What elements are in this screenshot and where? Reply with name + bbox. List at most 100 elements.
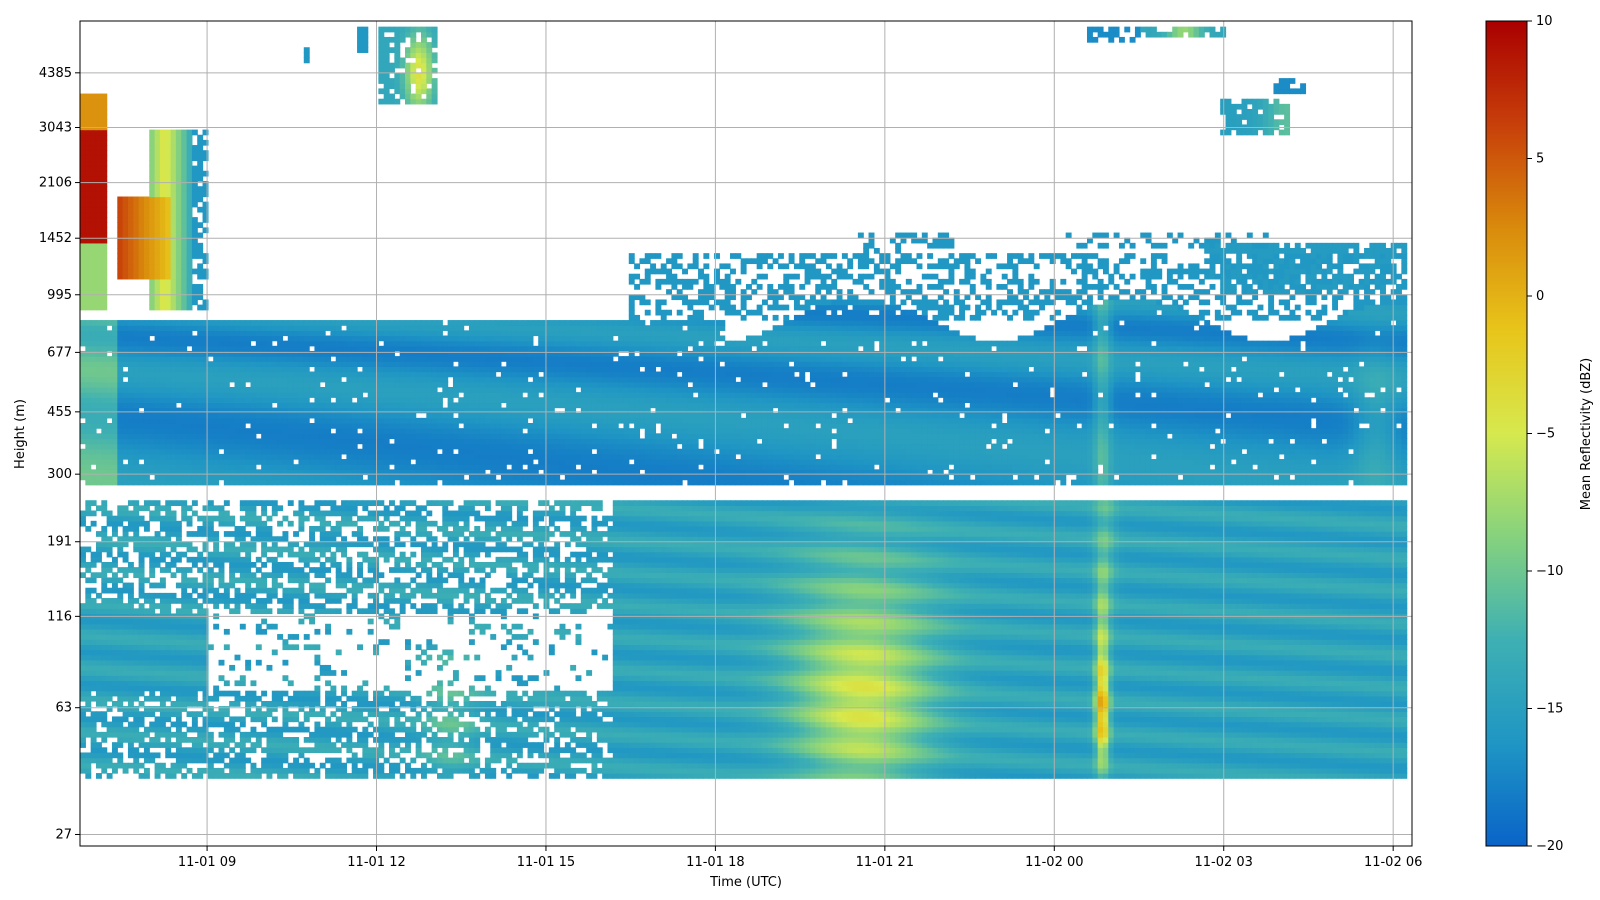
heatmap-cell (724, 716, 731, 723)
heatmap-cell (708, 716, 715, 723)
heatmap-cell (975, 767, 982, 774)
heatmap-cell (554, 752, 561, 759)
heatmap-cell (879, 695, 886, 702)
heatmap-cell (655, 685, 662, 692)
heatmap-cell (751, 731, 758, 738)
heatmap-cell (932, 752, 939, 759)
heatmap-cell (1268, 737, 1275, 743)
heatmap-cell (1257, 711, 1264, 718)
heatmap-cell (847, 659, 854, 666)
heatmap-cell (937, 675, 944, 681)
heatmap-cell (889, 726, 896, 733)
heatmap-cell (932, 747, 939, 754)
heatmap-cell (884, 737, 891, 743)
heatmap-cell (895, 747, 902, 754)
heatmap-cell (772, 767, 779, 774)
heatmap-cell (1001, 695, 1008, 702)
heatmap-cell (575, 675, 582, 681)
heatmap-cell (106, 659, 113, 666)
heatmap-cell (1129, 680, 1136, 687)
heatmap-cell (1086, 762, 1093, 769)
heatmap-cell (1310, 716, 1317, 723)
heatmap-cell (1380, 685, 1386, 692)
heatmap-cell (953, 670, 960, 676)
heatmap-cell (703, 685, 710, 692)
heatmap-cell (1193, 757, 1200, 764)
heatmap-cell (468, 685, 475, 692)
heatmap-cell (1145, 767, 1152, 774)
heatmap-cell (911, 752, 918, 759)
heatmap-cell (202, 700, 209, 707)
heatmap-cell (1129, 690, 1136, 697)
heatmap-cell (1065, 716, 1072, 723)
heatmap-cell (1401, 664, 1408, 671)
heatmap-cell (559, 700, 566, 707)
heatmap-cell (458, 762, 465, 769)
heatmap-cell (80, 757, 86, 764)
heatmap-cell (666, 690, 673, 697)
heatmap-cell (1236, 762, 1243, 769)
heatmap-cell (1108, 680, 1115, 687)
heatmap-cell (1230, 659, 1237, 666)
heatmap-cell (1353, 716, 1360, 723)
heatmap-cell (847, 695, 854, 702)
heatmap-cell (996, 654, 1003, 661)
heatmap-cell (1007, 695, 1013, 702)
heatmap-cell (884, 767, 891, 774)
heatmap-cell (900, 659, 907, 666)
heatmap-cell (1257, 716, 1264, 723)
heatmap-cell (586, 773, 593, 779)
heatmap-cell (1044, 685, 1051, 692)
heatmap-cell (623, 762, 630, 769)
heatmap-cell (1118, 737, 1125, 743)
heatmap-cell (474, 654, 481, 661)
heatmap-cell (708, 664, 715, 671)
heatmap-cell (953, 685, 960, 692)
heatmap-cell (783, 675, 790, 681)
heatmap-cell (746, 757, 752, 764)
heatmap-cell (1358, 695, 1365, 702)
heatmap-cell (1145, 670, 1152, 676)
heatmap-cell (383, 695, 390, 702)
heatmap-cell (527, 767, 534, 774)
heatmap-cell (969, 747, 976, 754)
heatmap-cell (863, 690, 870, 697)
heatmap-cell (932, 726, 939, 733)
heatmap-cell (1257, 762, 1264, 769)
heatmap-cell (714, 680, 720, 687)
heatmap-cell (1337, 695, 1344, 702)
heatmap-cell (1134, 654, 1141, 661)
heatmap-cell (676, 659, 683, 666)
heatmap-cell (1204, 654, 1211, 661)
heatmap-cell (1033, 706, 1040, 712)
heatmap-cell (746, 773, 752, 779)
heatmap-cell (1326, 757, 1333, 764)
heatmap-cell (1364, 757, 1370, 764)
heatmap-cell (730, 685, 736, 692)
heatmap-cell (1289, 711, 1296, 718)
heatmap-cell (250, 690, 257, 697)
heatmap-cell (921, 670, 928, 676)
heatmap-cell (85, 762, 92, 769)
heatmap-cell (325, 747, 332, 754)
heatmap-cell (708, 675, 715, 681)
heatmap-cell (639, 726, 646, 733)
heatmap-cell (1150, 670, 1157, 676)
heatmap-cell (857, 685, 864, 692)
heatmap-cell (484, 711, 491, 718)
heatmap-cell (1364, 685, 1370, 692)
heatmap-cell (1193, 752, 1200, 759)
heatmap-cell (378, 721, 385, 728)
heatmap-cell (580, 695, 587, 702)
heatmap-cell (325, 757, 332, 764)
heatmap-cell (463, 731, 470, 738)
heatmap-cell (836, 659, 843, 666)
heatmap-cell (969, 762, 976, 769)
heatmap-cell (1326, 752, 1333, 759)
heatmap-cell (607, 773, 614, 779)
heatmap-cell (1060, 685, 1067, 692)
heatmap-cell (767, 726, 774, 733)
heatmap-cell (149, 742, 156, 748)
heatmap-cell (927, 767, 934, 774)
heatmap-cell (767, 747, 774, 754)
